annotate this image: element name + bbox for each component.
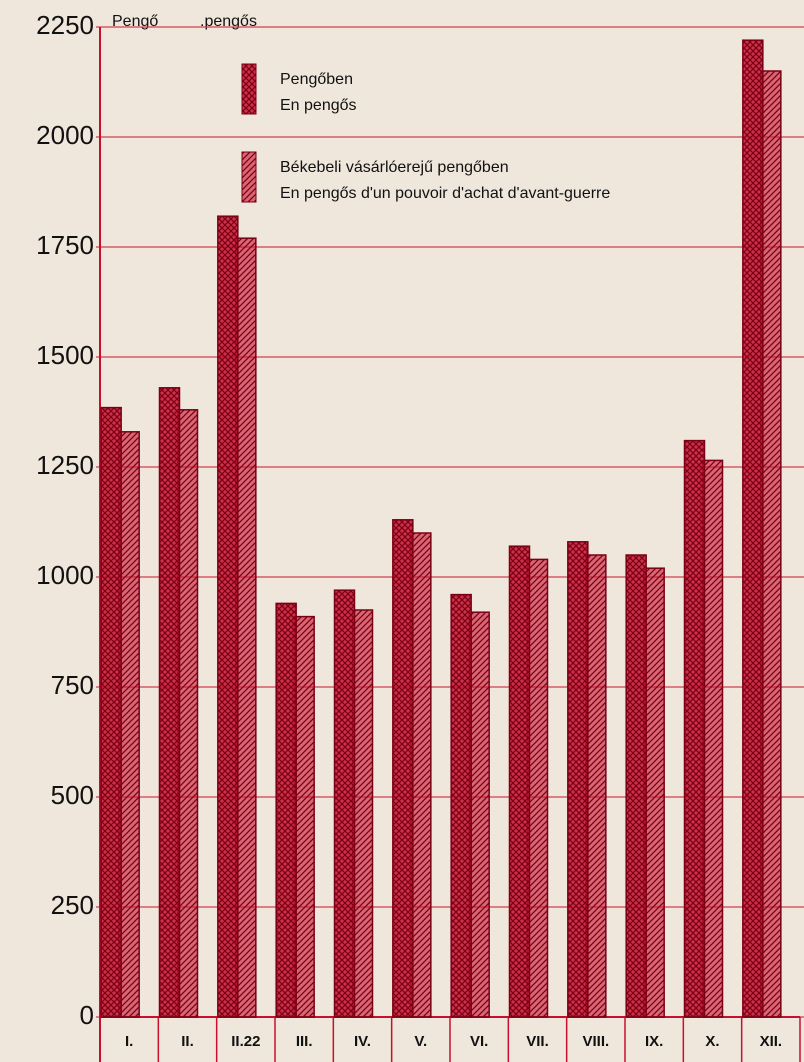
legend-label: En pengős [280,97,357,114]
y-tick-label: 2250 [36,10,94,40]
bar [508,545,531,1018]
legend-label: Pengőben [280,71,353,88]
bar [100,406,122,1018]
y-label: Pengő [112,13,158,30]
y-tick-label: 1750 [36,230,94,260]
bar [293,615,315,1018]
bar [392,519,414,1018]
bar [468,611,490,1018]
x-tick-label: VII. [526,1033,549,1050]
x-tick-label: X. [705,1033,719,1050]
bar [701,459,724,1018]
x-tick-label: II. [181,1033,194,1050]
bar [351,609,374,1018]
bar [643,567,665,1018]
bar [526,558,549,1018]
y-tick-label: 250 [51,890,94,920]
bar [158,387,181,1018]
bar [176,409,199,1018]
bar [217,215,239,1018]
x-tick-label: XII. [760,1033,783,1050]
legend-swatch [241,151,257,203]
x-tick-label: IV. [354,1033,371,1050]
bar [760,70,782,1018]
y-tick-label: 0 [80,1000,94,1030]
bar [742,39,764,1018]
y-tick-label: 500 [51,780,94,810]
bar [567,541,589,1018]
y-tick-label: 1250 [36,450,94,480]
bar [450,593,472,1018]
x-tick-label: I. [125,1033,133,1050]
y-tick-label: 750 [51,670,94,700]
bar [118,431,140,1018]
x-tick-label: VIII. [582,1033,609,1050]
x-tick-label: VI. [470,1033,488,1050]
legend-label: En pengős d'un pouvoir d'achat d'avant-g… [280,185,610,202]
y-label: .pengős [200,13,257,30]
bar [410,532,432,1018]
bar [683,439,706,1018]
bar [275,602,297,1018]
bar [235,237,257,1018]
y-tick-label: 1000 [36,560,94,590]
bar [625,554,647,1018]
legend-swatch [241,63,257,115]
legend-label: Békebeli vásárlóerejű pengőben [280,159,509,176]
y-tick-label: 1500 [36,340,94,370]
bar [333,589,356,1018]
y-tick-label: 2000 [36,120,94,150]
x-tick-label: III. [296,1033,313,1050]
x-tick-label: II.22 [231,1033,260,1050]
x-tick-label: V. [414,1033,427,1050]
bar [585,554,607,1018]
x-tick-label: IX. [645,1033,663,1050]
